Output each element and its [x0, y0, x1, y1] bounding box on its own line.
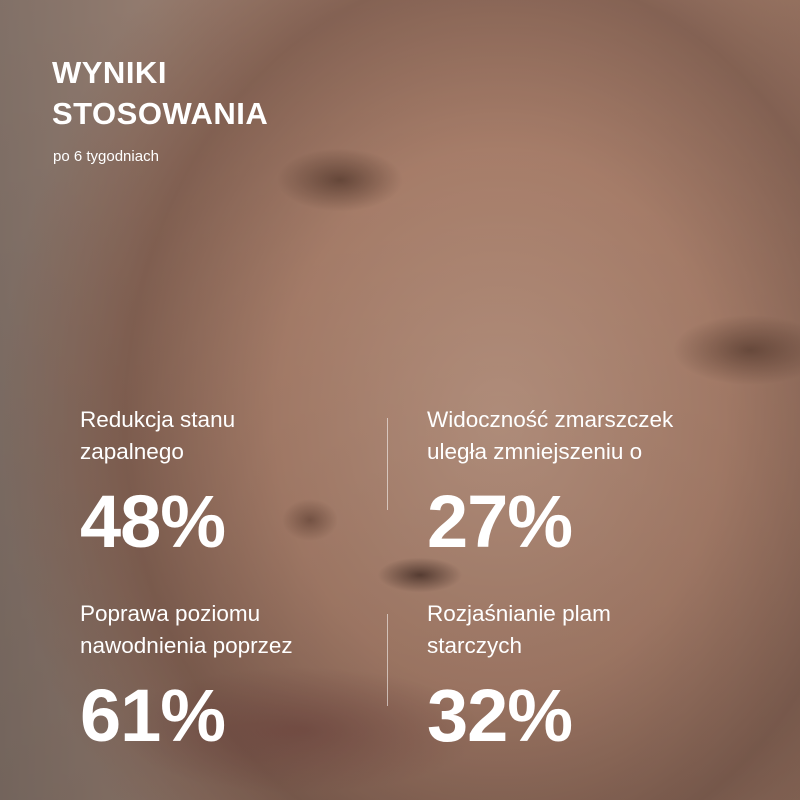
divider-bottom [387, 614, 388, 706]
stat-wrinkles: Widoczność zmarszczek uległa zmniejszeni… [427, 404, 767, 562]
title-line-2: STOSOWANIA [52, 96, 269, 131]
stat-value: 48% [80, 480, 226, 563]
stat-label-line: Widoczność zmarszczek [427, 407, 674, 432]
stat-label-line: zapalnego [80, 439, 184, 464]
stat-label-line: Poprawa poziomu [80, 601, 261, 626]
stat-label-line: Redukcja stanu [80, 407, 236, 432]
page-title: WYNIKI STOSOWANIA [52, 52, 268, 134]
stat-label-line: uległa zmniejszeniu o [427, 439, 643, 464]
stat-label-line: Rozjaśnianie plam [427, 601, 611, 626]
stat-value: 27% [427, 480, 573, 563]
stat-label: Redukcja stanu zapalnego [80, 404, 390, 468]
stat-label-line: starczych [427, 633, 523, 658]
stat-value: 61% [80, 674, 226, 757]
subtitle: po 6 tygodniach [53, 148, 159, 165]
stat-label: Rozjaśnianie plam starczych [427, 598, 737, 662]
stat-inflammation: Redukcja stanu zapalnego 48% [80, 404, 390, 562]
stat-value: 32% [427, 674, 573, 757]
stat-hydration: Poprawa poziomu nawodnienia poprzez 61% [80, 598, 390, 756]
stat-label: Poprawa poziomu nawodnienia poprzez [80, 598, 390, 662]
divider-top [387, 418, 388, 510]
stat-label: Widoczność zmarszczek uległa zmniejszeni… [427, 404, 767, 468]
title-line-1: WYNIKI [52, 55, 167, 90]
stat-label-line: nawodnienia poprzez [80, 633, 293, 658]
stat-age-spots: Rozjaśnianie plam starczych 32% [427, 598, 737, 756]
